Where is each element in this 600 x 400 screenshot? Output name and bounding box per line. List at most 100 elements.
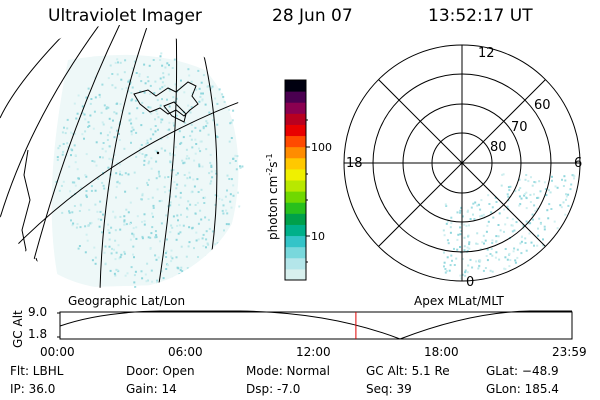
speckle-pixel [141, 192, 144, 195]
speckle-pixel [209, 253, 212, 256]
speckle-pixel [195, 239, 198, 242]
speckle-pixel [119, 61, 122, 64]
speckle-pixel [500, 184, 503, 187]
speckle-pixel [128, 119, 131, 122]
colorbar-frame [284, 79, 307, 281]
speckle-pixel [127, 80, 130, 83]
speckle-pixel [206, 85, 209, 88]
speckle-pixel [502, 173, 505, 176]
speckle-pixel [83, 113, 86, 116]
speckle-pixel [561, 178, 563, 181]
speckle-pixel [507, 186, 510, 189]
speckle-pixel [453, 264, 456, 266]
speckle-pixel [143, 163, 146, 166]
speckle-pixel [518, 204, 521, 207]
speckle-pixel [150, 112, 153, 115]
speckle-pixel [197, 69, 200, 72]
speckle-pixel [108, 245, 111, 248]
speckle-pixel [169, 204, 172, 207]
speckle-pixel [559, 204, 562, 207]
speckle-pixel [524, 242, 527, 244]
colorbar-unit: photon cm-2s-1 [265, 153, 280, 240]
speckle-pixel [92, 127, 95, 130]
speckle-pixel [556, 227, 559, 230]
speckle-pixel [476, 243, 479, 245]
speckle-pixel [154, 125, 157, 127]
speckle-pixel [159, 87, 162, 90]
speckle-pixel [163, 84, 166, 87]
speckle-pixel [90, 221, 93, 224]
date-label: 28 Jun 07 [272, 6, 353, 26]
speckle-pixel [459, 226, 462, 229]
speckle-pixel [70, 219, 72, 222]
time-label: 13:52:17 UT [428, 6, 533, 26]
speckle-pixel [85, 153, 88, 156]
speckle-pixel [171, 257, 174, 260]
speckle-pixel [132, 235, 135, 238]
speckle-pixel [110, 226, 113, 229]
speckle-pixel [189, 203, 192, 206]
speckle-pixel [205, 238, 208, 241]
speckle-pixel [143, 213, 146, 216]
speckle-pixel [495, 235, 498, 238]
speckle-pixel [160, 147, 163, 150]
speckle-pixel [457, 233, 460, 236]
speckle-pixel [216, 123, 219, 126]
speckle-pixel [533, 204, 536, 207]
speckle-pixel [154, 130, 157, 133]
speckle-pixel [78, 177, 80, 180]
speckle-pixel [136, 187, 139, 190]
speckle-pixel [143, 159, 146, 162]
speckle-pixel [157, 116, 160, 119]
coastline-west-2 [33, 257, 41, 283]
speckle-pixel [188, 74, 191, 77]
speckle-pixel [567, 204, 570, 207]
time-tick-2359: 23:59 [552, 345, 587, 359]
speckle-pixel [173, 58, 176, 61]
speckle-pixel [169, 154, 172, 156]
speckle-pixel [124, 59, 127, 62]
speckle-pixel [154, 118, 156, 121]
speckle-pixel [228, 140, 231, 143]
speckle-pixel [564, 179, 567, 182]
speckle-pixel [121, 88, 124, 91]
speckle-pixel [178, 203, 181, 206]
speckle-pixel [174, 195, 177, 198]
speckle-pixel [445, 205, 448, 207]
speckle-pixel [489, 269, 492, 272]
coastline-dot [156, 151, 160, 155]
speckle-pixel [447, 220, 449, 223]
speckle-pixel [222, 212, 225, 215]
speckle-pixel [449, 226, 452, 229]
speckle-pixel [170, 260, 173, 263]
speckle-pixel [145, 142, 148, 145]
speckle-pixel [70, 148, 73, 151]
speckle-pixel [87, 87, 90, 90]
speckle-pixel [101, 83, 104, 86]
speckle-pixel [130, 122, 133, 125]
speckle-pixel [154, 236, 157, 239]
speckle-pixel [123, 223, 126, 226]
speckle-pixel [112, 119, 114, 122]
speckle-pixel [155, 258, 158, 261]
speckle-pixel [453, 247, 455, 250]
speckle-pixel [100, 218, 103, 221]
speckle-pixel [170, 224, 173, 227]
speckle-pixel [202, 74, 205, 77]
speckle-pixel [151, 196, 154, 199]
speckle-pixel [146, 183, 149, 186]
colorbar-label-10: 10 [311, 230, 325, 243]
speckle-pixel [162, 254, 165, 257]
speckle-pixel [133, 256, 135, 259]
speckle-pixel [536, 244, 539, 247]
speckle-pixel [180, 213, 182, 216]
speckle-pixel [191, 226, 194, 229]
speckle-pixel [89, 222, 92, 225]
speckle-pixel [504, 248, 507, 250]
speckle-pixel [444, 271, 447, 274]
speckle-pixel [90, 189, 93, 192]
speckle-pixel [230, 137, 233, 139]
speckle-pixel [499, 229, 502, 232]
speckle-pixel [151, 280, 154, 283]
speckle-pixel [131, 67, 134, 70]
